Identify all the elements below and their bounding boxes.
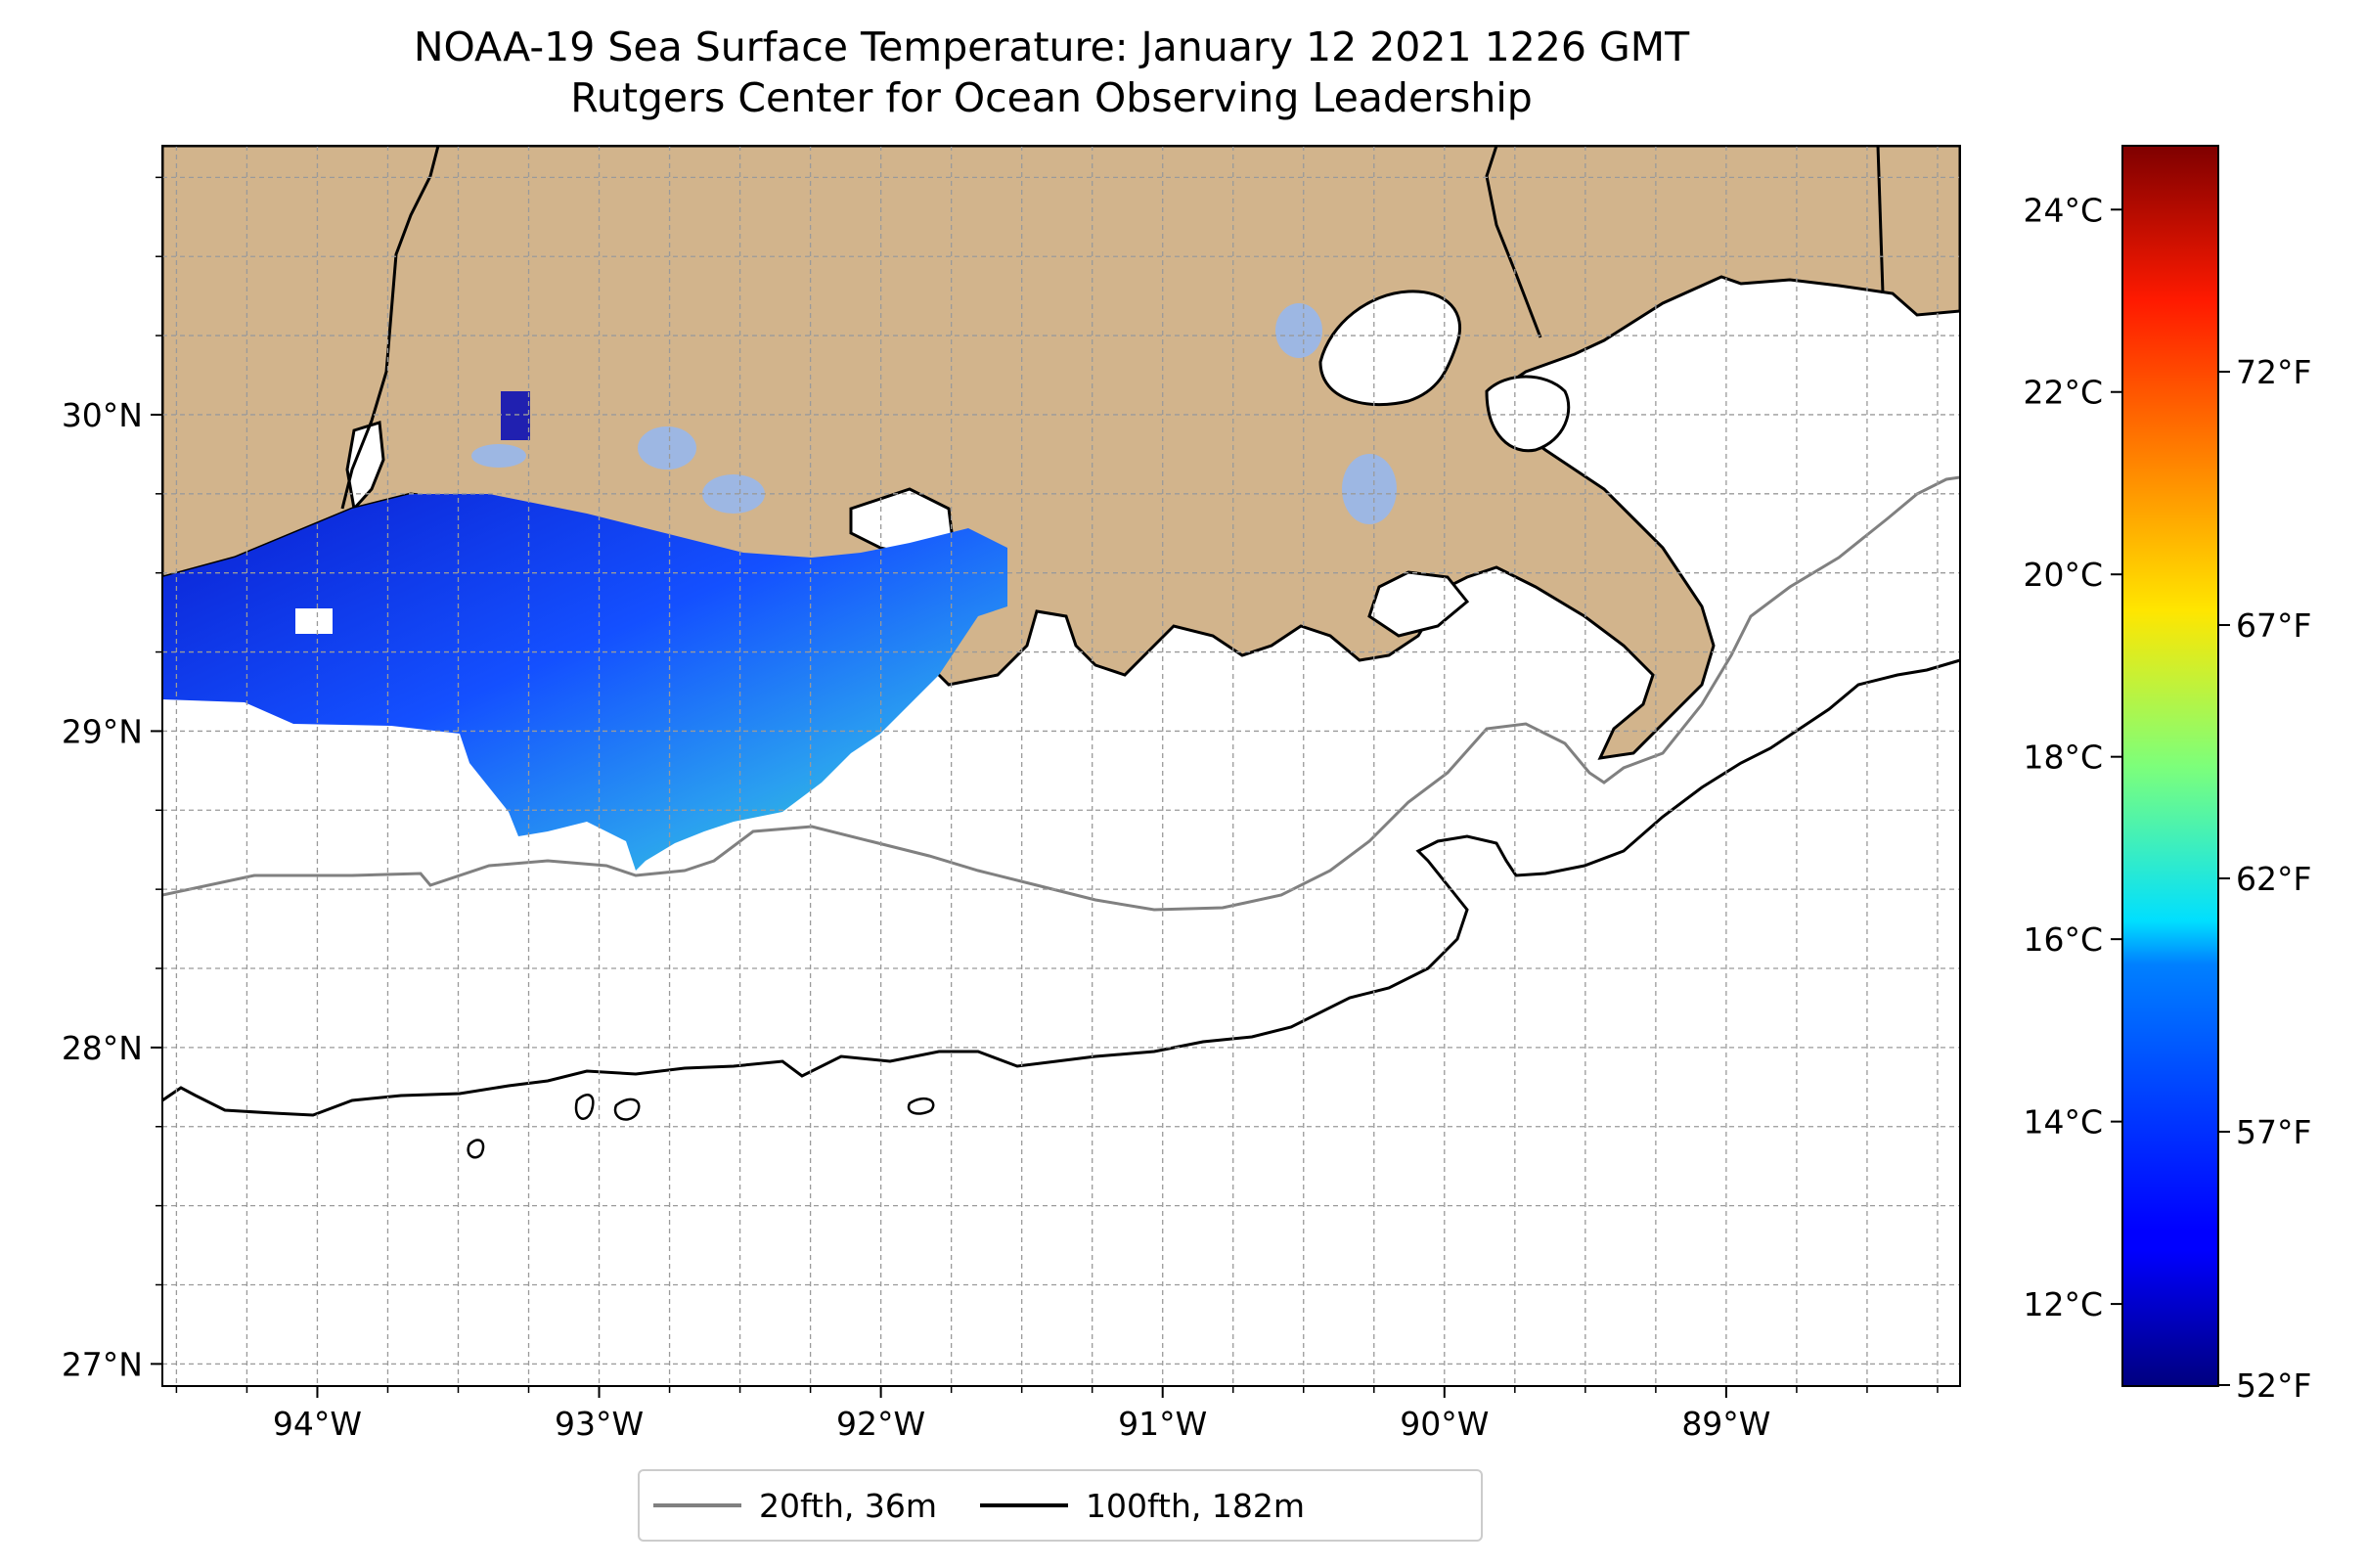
title-line-2: Rutgers Center for Ocean Observing Leade… [570, 74, 1533, 121]
lat-tick-label: 30°N [62, 396, 143, 434]
lake-borgne [1485, 375, 1571, 453]
colorbar-celsius-label: 12°C [2023, 1285, 2103, 1323]
sst-data-patch [162, 494, 1007, 871]
isobath-100fth-islet-1 [574, 1094, 595, 1120]
lat-tick-label: 29°N [62, 712, 143, 750]
sst-cloud-gap [295, 608, 333, 634]
isobath-100fth [162, 658, 1960, 1117]
colorbar-celsius-label: 22°C [2023, 374, 2103, 412]
colorbar-celsius-label: 20°C [2023, 556, 2103, 594]
gridlines [162, 146, 1960, 1386]
lat-tick-label: 28°N [62, 1029, 143, 1067]
longitude-axis: 94°W 93°W 92°W 91°W 90°W 89°W [175, 1386, 1939, 1443]
calcasieu-lake [345, 421, 385, 513]
lon-tick-label: 91°W [1118, 1405, 1207, 1443]
lon-tick-label: 94°W [273, 1405, 362, 1443]
inland-lake-south [1342, 454, 1397, 524]
legend-swatch-20fth [653, 1503, 741, 1507]
lon-tick-label: 93°W [555, 1405, 644, 1443]
colorbar-celsius-label: 18°C [2023, 739, 2103, 777]
inland-lake-sabine [501, 391, 530, 440]
colorbar-fahrenheit-label: 52°F [2236, 1366, 2311, 1405]
isobath-20fth [162, 475, 1960, 912]
map-frame [161, 145, 1961, 1387]
latitude-axis: 27°N 28°N 29°N 30°N [62, 176, 162, 1383]
inland-lake-central [638, 426, 696, 470]
lon-tick-label: 92°W [836, 1405, 925, 1443]
title-line-1: NOAA-19 Sea Surface Temperature: January… [413, 23, 1690, 70]
colorbar-celsius-label: 16°C [2023, 920, 2103, 959]
inland-lake-grand [702, 474, 765, 514]
isobath-legend: 20fth, 36m 100fth, 182m [638, 1469, 1483, 1542]
colorbar-fahrenheit-label: 62°F [2236, 860, 2311, 898]
state-boundary-east [1485, 146, 1542, 338]
lon-tick-label: 89°W [1681, 1405, 1770, 1443]
colorbar-fahrenheit-axis: 52°F 57°F 62°F 67°F 72°F [2218, 353, 2311, 1405]
colorbar: 12°C 14°C 16°C 18°C 20°C 22°C 24°C 52°F 57°F 62°… [2023, 145, 2311, 1405]
map-title: NOAA-19 Sea Surface Temperature: January… [0, 22, 2103, 123]
colorbar-gradient [2122, 146, 2218, 1386]
lake-pontchartrain [1318, 290, 1462, 407]
colorbar-fahrenheit-label: 67°F [2236, 606, 2311, 645]
map-area [162, 146, 1960, 1386]
legend-label-20fth: 20fth, 36m [759, 1486, 937, 1525]
legend-label-100fth: 100fth, 182m [1086, 1486, 1305, 1525]
colorbar-celsius-label: 24°C [2023, 191, 2103, 229]
inland-lake-west [471, 444, 526, 468]
lat-tick-label: 27°N [62, 1345, 143, 1383]
isobath-100fth-islet-3 [907, 1097, 935, 1115]
inland-lake-maurepas [1275, 303, 1322, 358]
legend-swatch-100fth [980, 1503, 1068, 1507]
colorbar-celsius-label: 14°C [2023, 1103, 2103, 1142]
state-boundary-ms [1876, 146, 1885, 294]
isobath-100fth-islet-4 [467, 1139, 485, 1159]
colorbar-fahrenheit-label: 72°F [2236, 353, 2311, 391]
isobath-100fth-islet-2 [613, 1098, 641, 1121]
legend-item-20fth: 20fth, 36m [653, 1487, 937, 1525]
state-boundary [340, 146, 440, 510]
colorbar-celsius-axis: 12°C 14°C 16°C 18°C 20°C 22°C 24°C [2023, 191, 2122, 1323]
lon-tick-label: 90°W [1400, 1405, 1489, 1443]
colorbar-fahrenheit-label: 57°F [2236, 1113, 2311, 1151]
colorbar-frame [2121, 145, 2219, 1387]
legend-item-100fth: 100fth, 182m [980, 1487, 1305, 1525]
